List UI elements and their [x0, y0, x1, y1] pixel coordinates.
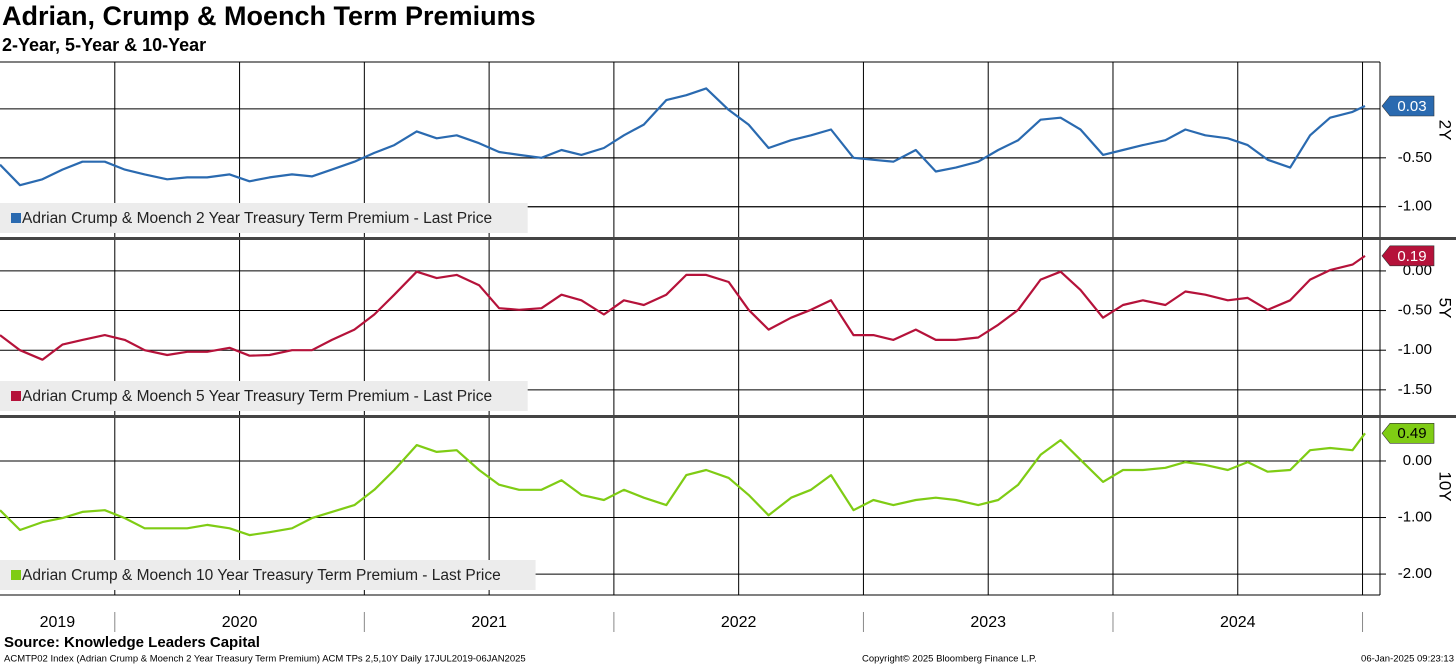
- footer-right: 06-Jan-2025 09:23:13: [1361, 654, 1454, 665]
- legend-swatch: [11, 213, 21, 223]
- x-tick-label: 2021: [471, 614, 507, 631]
- last-price-label: 0.03: [1397, 98, 1426, 115]
- series-line: [0, 254, 1366, 361]
- source: Source: Knowledge Leaders Capital: [4, 634, 260, 651]
- legend-box: [0, 381, 528, 411]
- y-tick-label: -1.00: [1398, 198, 1432, 215]
- last-price-box: [1381, 245, 1435, 267]
- legend-label: Adrian Crump & Moench 10 Year Treasury T…: [22, 567, 501, 584]
- y-tick-label: -1.50: [1398, 381, 1432, 398]
- legend-swatch: [11, 570, 21, 580]
- last-price-label: 0.19: [1397, 248, 1426, 265]
- panel-separator: [0, 237, 1456, 240]
- panel-label: 10Y: [1436, 471, 1455, 501]
- footer-left: ACMTP02 Index (Adrian Crump & Moench 2 Y…: [4, 654, 526, 665]
- chart-subtitle: 2-Year, 5-Year & 10-Year: [2, 35, 206, 55]
- x-tick-label: 2024: [1220, 614, 1256, 631]
- panel-label: 5Y: [1436, 298, 1455, 319]
- y-tick-label: -1.00: [1398, 508, 1432, 525]
- y-tick-label: -0.50: [1398, 302, 1432, 319]
- x-tick-label: 2020: [222, 614, 258, 631]
- x-tick-label: 2022: [721, 614, 757, 631]
- series-line: [0, 432, 1366, 537]
- chart-title: Adrian, Crump & Moench Term Premiums: [2, 1, 536, 31]
- y-tick-label: 0.00: [1403, 452, 1432, 469]
- x-tick-label: 2019: [40, 614, 76, 631]
- panel-separator: [0, 415, 1456, 418]
- legend-label: Adrian Crump & Moench 2 Year Treasury Te…: [22, 210, 492, 227]
- x-tick-label: 2023: [970, 614, 1006, 631]
- series-line: [0, 87, 1366, 187]
- legend-box: [0, 203, 528, 233]
- last-price-box: [1381, 95, 1435, 117]
- last-price-box: [1381, 422, 1435, 444]
- y-tick-label: -1.00: [1398, 341, 1432, 358]
- y-tick-label: -0.50: [1398, 149, 1432, 166]
- legend-label: Adrian Crump & Moench 5 Year Treasury Te…: [22, 388, 492, 405]
- panel-label: 2Y: [1436, 120, 1455, 141]
- y-tick-label: -2.00: [1398, 565, 1432, 582]
- last-price-label: 0.49: [1397, 425, 1426, 442]
- legend-swatch: [11, 391, 21, 401]
- footer-mid: Copyright© 2025 Bloomberg Finance L.P.: [862, 654, 1037, 665]
- legend-box: [0, 560, 536, 590]
